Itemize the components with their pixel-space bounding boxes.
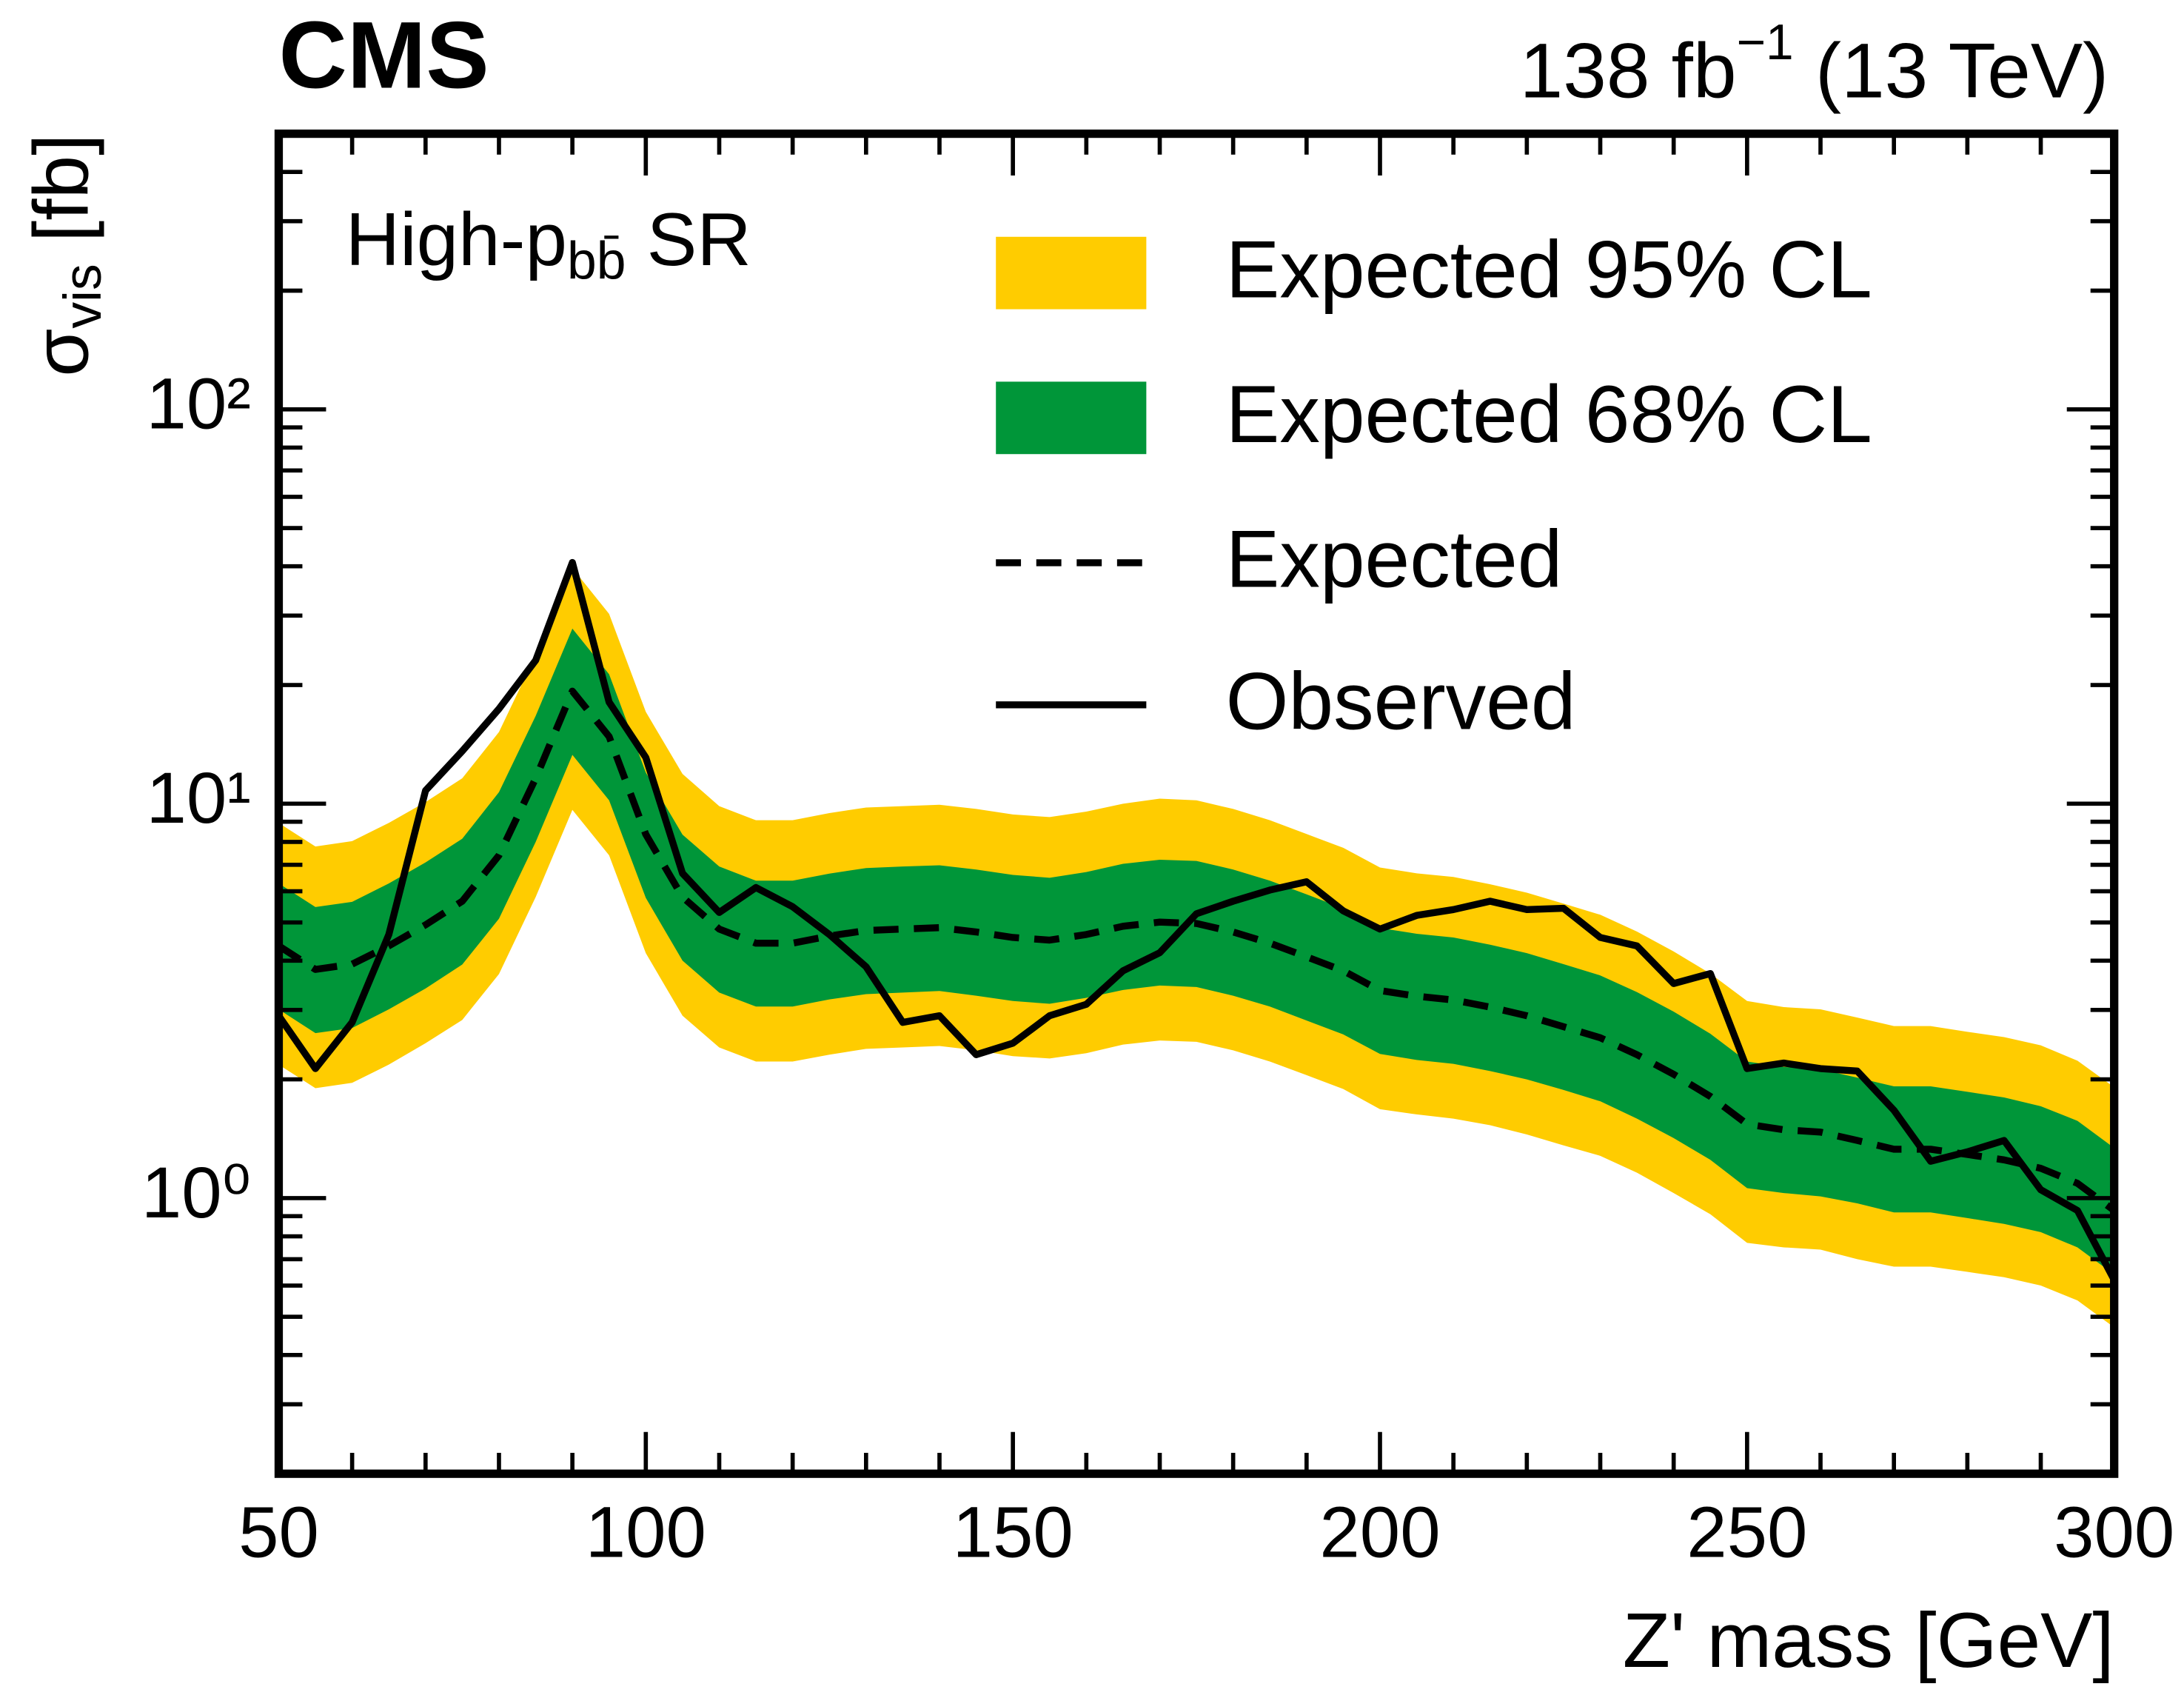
legend-label: Expected 68% CL	[1226, 370, 1872, 460]
lumi-text: 138 fb	[1520, 27, 1737, 114]
bands-layer	[278, 568, 2114, 1328]
y-tick-label: 10¹	[146, 757, 250, 838]
legend-label: Observed	[1226, 656, 1576, 746]
region-text: SR	[626, 197, 751, 281]
x-tick-label: 200	[1319, 1491, 1440, 1573]
observed-line	[275, 558, 2117, 1282]
lumi-label: 138 fb−1 (13 TeV)	[1520, 15, 2108, 114]
confidence-band	[278, 628, 2114, 1275]
region-label: High-pbb̄ SR	[346, 197, 751, 290]
region-text: High-p	[346, 197, 567, 281]
legend-label: Expected 95% CL	[1226, 224, 1872, 315]
y-tick-label: 10²	[146, 363, 250, 444]
y-axis-title: σvis [fb]	[18, 134, 112, 377]
y-axis-symbol: σ	[18, 329, 104, 377]
y-tick-label: 10⁰	[141, 1152, 251, 1233]
x-tick-label: 100	[586, 1491, 706, 1573]
region-subscript: bb̄	[567, 231, 626, 290]
legend-label: Expected	[1226, 515, 1563, 605]
legend-swatch	[996, 381, 1147, 455]
legend-layer: Expected 95% CL Expected 68% CL Expected Ob…	[996, 224, 1872, 746]
y-axis-unit: [fb]	[18, 134, 104, 264]
x-tick-label: 50	[238, 1491, 319, 1573]
x-tick-label: 300	[2054, 1491, 2174, 1573]
y-axis-subscript: vis	[53, 264, 113, 328]
x-tick-label: 250	[1686, 1491, 1807, 1573]
legend-swatch	[996, 236, 1147, 310]
x-tick-label: 150	[953, 1491, 1073, 1573]
lumi-exponent: −1	[1737, 15, 1794, 70]
x-axis-title: Z' mass [GeV]	[1623, 1597, 2114, 1684]
lumi-text: (13 TeV)	[1794, 27, 2108, 114]
expected-line	[276, 687, 2117, 1214]
experiment-label: CMS	[278, 2, 489, 108]
lines-layer	[275, 558, 2117, 1282]
ticks-layer	[276, 133, 2117, 1474]
labels-layer: 50 100 150 200 250 300 10⁰ 10¹ 10²	[141, 363, 2174, 1573]
